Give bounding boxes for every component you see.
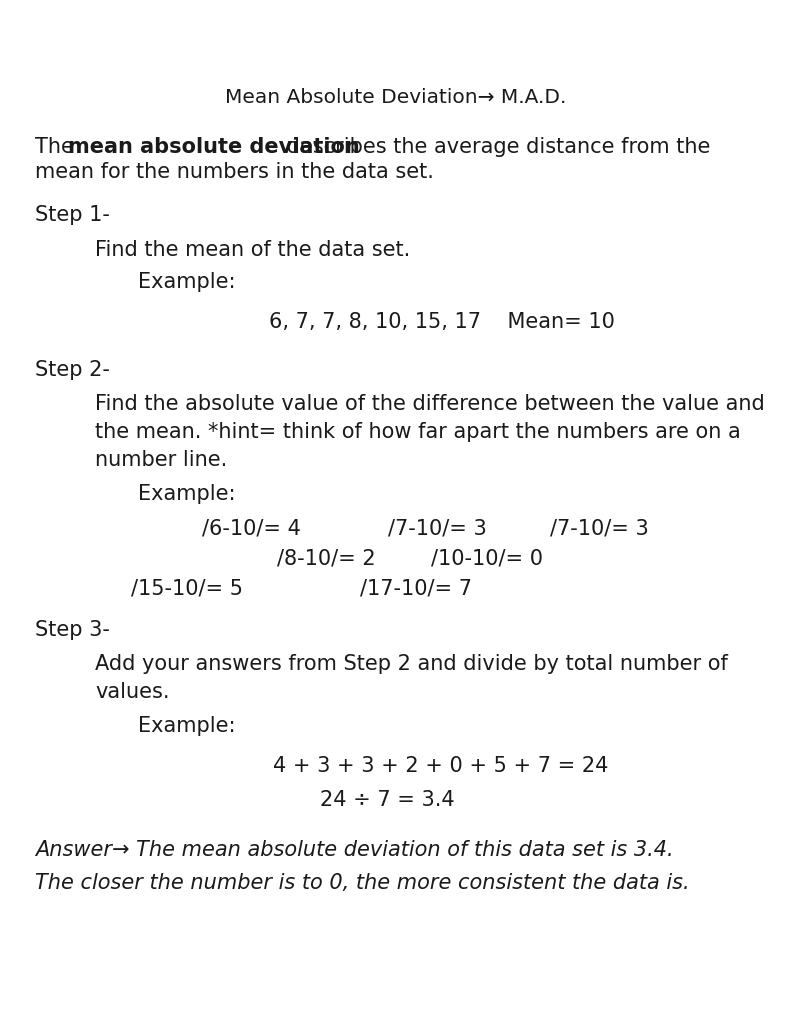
Text: Example:: Example: [138, 272, 236, 292]
Text: /7-10/= 3: /7-10/= 3 [388, 518, 486, 538]
Text: number line.: number line. [95, 450, 227, 470]
Text: Mean Absolute Deviation→ M.A.D.: Mean Absolute Deviation→ M.A.D. [225, 88, 566, 106]
Text: The: The [35, 137, 81, 157]
Text: /6-10/= 4: /6-10/= 4 [202, 518, 301, 538]
Text: describes the average distance from the: describes the average distance from the [279, 137, 710, 157]
Text: Example:: Example: [138, 716, 236, 736]
Text: 6, 7, 7, 8, 10, 15, 17    Mean= 10: 6, 7, 7, 8, 10, 15, 17 Mean= 10 [269, 312, 615, 332]
Text: /8-10/= 2: /8-10/= 2 [277, 548, 376, 568]
Text: Add your answers from Step 2 and divide by total number of: Add your answers from Step 2 and divide … [95, 654, 728, 674]
Text: Step 2-: Step 2- [35, 360, 110, 380]
Text: values.: values. [95, 682, 169, 702]
Text: /17-10/= 7: /17-10/= 7 [360, 578, 472, 598]
Text: Step 1-: Step 1- [35, 205, 110, 225]
Text: 4 + 3 + 3 + 2 + 0 + 5 + 7 = 24: 4 + 3 + 3 + 2 + 0 + 5 + 7 = 24 [273, 756, 608, 776]
Text: Step 3-: Step 3- [35, 620, 110, 640]
Text: Find the absolute value of the difference between the value and: Find the absolute value of the differenc… [95, 394, 765, 414]
Text: mean for the numbers in the data set.: mean for the numbers in the data set. [35, 162, 433, 182]
Text: mean absolute deviation: mean absolute deviation [68, 137, 360, 157]
Text: Answer→ The mean absolute deviation of this data set is 3.4.: Answer→ The mean absolute deviation of t… [35, 840, 673, 860]
Text: /15-10/= 5: /15-10/= 5 [131, 578, 243, 598]
Text: /7-10/= 3: /7-10/= 3 [550, 518, 649, 538]
Text: the mean. *hint= think of how far apart the numbers are on a: the mean. *hint= think of how far apart … [95, 422, 740, 442]
Text: /10-10/= 0: /10-10/= 0 [431, 548, 543, 568]
Text: Example:: Example: [138, 484, 236, 504]
Text: 24 ÷ 7 = 3.4: 24 ÷ 7 = 3.4 [320, 790, 455, 810]
Text: The closer the number is to 0, the more consistent the data is.: The closer the number is to 0, the more … [35, 873, 690, 893]
Text: Find the mean of the data set.: Find the mean of the data set. [95, 240, 411, 260]
